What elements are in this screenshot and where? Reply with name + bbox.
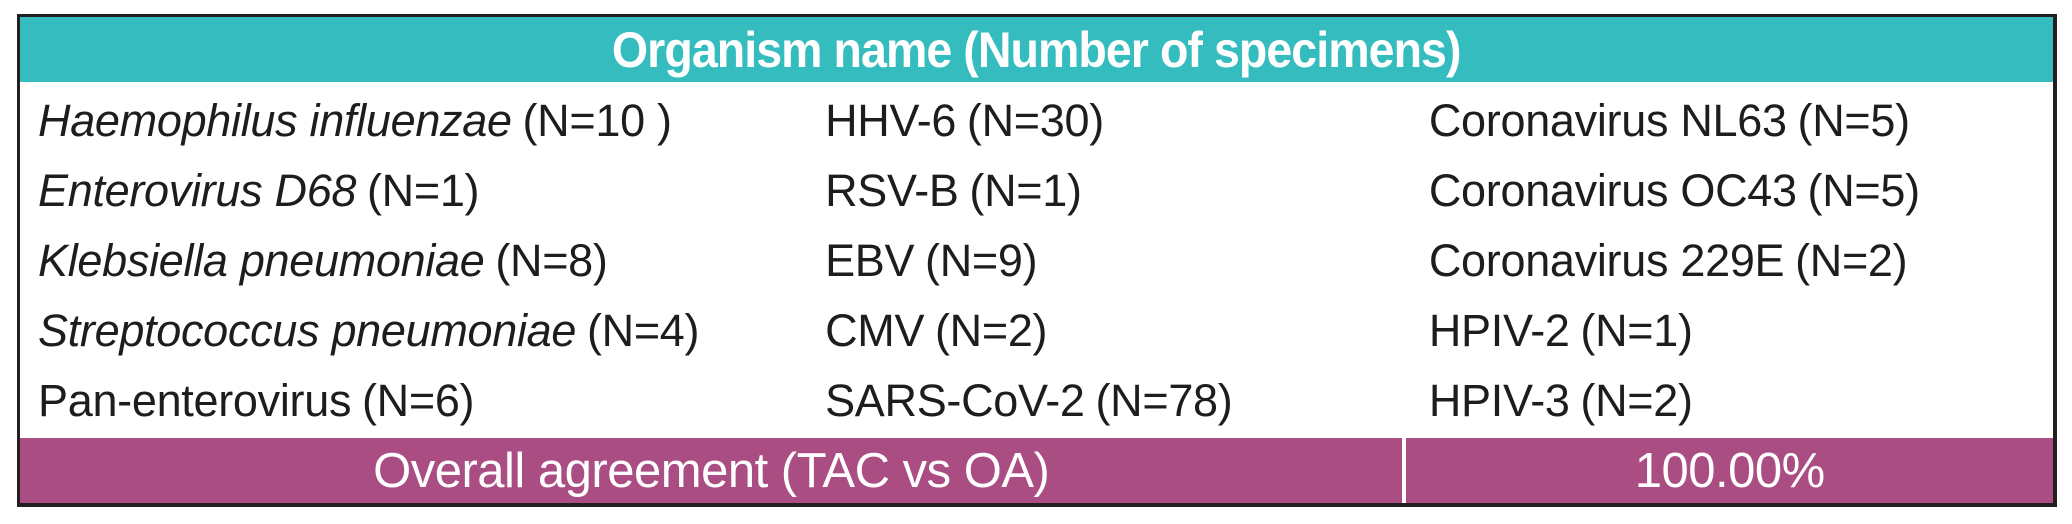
organism-cell: EBV (N=9) xyxy=(825,226,1429,296)
organism-cell: Coronavirus NL63 (N=5) xyxy=(1429,86,2053,156)
specimen-count: (N=8) xyxy=(495,235,608,286)
specimen-count: (N=2) xyxy=(934,305,1048,356)
organism-name: Coronavirus OC43 xyxy=(1428,165,1797,216)
organism-name: EBV xyxy=(825,235,915,286)
organism-name: Klebsiella pneumoniae xyxy=(38,235,485,286)
organism-name: HPIV-3 xyxy=(1428,375,1570,426)
organism-column-2: HHV-6 (N=30) RSV-B (N=1) EBV (N=9) CMV (… xyxy=(825,86,1429,436)
specimen-count: (N=2) xyxy=(1580,375,1693,426)
specimen-count: (N=6) xyxy=(361,375,475,426)
specimen-count: (N=4) xyxy=(586,305,700,356)
organism-cell: RSV-B (N=1) xyxy=(825,156,1429,226)
organism-cell: CMV (N=2) xyxy=(825,296,1429,366)
organism-name: RSV-B xyxy=(825,165,959,216)
organism-name: Enterovirus D68 xyxy=(38,165,357,216)
table-footer-row: Overall agreement (TAC vs OA) 100.00% xyxy=(20,438,2053,503)
specimen-count: (N=30) xyxy=(966,95,1104,146)
organism-specimen-table: Organism name (Number of specimens) Haem… xyxy=(17,14,2057,507)
specimen-count: (N=10 ) xyxy=(522,95,673,146)
table-body: Haemophilus influenzae (N=10 ) Enterovir… xyxy=(20,82,2053,438)
organism-name: Streptococcus pneumoniae xyxy=(38,305,577,356)
organism-cell: Coronavirus OC43 (N=5) xyxy=(1429,156,2053,226)
organism-name: CMV xyxy=(825,305,925,356)
organism-cell: SARS-CoV-2 (N=78) xyxy=(825,366,1429,436)
table-header-row: Organism name (Number of specimens) xyxy=(20,17,2053,82)
table-title: Organism name (Number of specimens) xyxy=(612,21,1462,78)
specimen-count: (N=5) xyxy=(1807,165,1921,216)
organism-column-1: Haemophilus influenzae (N=10 ) Enterovir… xyxy=(20,86,825,436)
specimen-count: (N=1) xyxy=(1580,305,1693,356)
organism-name: Haemophilus influenzae xyxy=(38,95,512,146)
organism-name: Coronavirus NL63 xyxy=(1428,95,1787,146)
organism-cell: Coronavirus 229E (N=2) xyxy=(1429,226,2053,296)
overall-agreement-label: Overall agreement (TAC vs OA) xyxy=(373,443,1050,498)
overall-agreement-value: 100.00% xyxy=(1634,443,1825,498)
organism-column-3: Coronavirus NL63 (N=5) Coronavirus OC43 … xyxy=(1429,86,2053,436)
organism-cell: Haemophilus influenzae (N=10 ) xyxy=(20,86,825,156)
organism-name: HHV-6 xyxy=(825,95,957,146)
organism-cell: HHV-6 (N=30) xyxy=(825,86,1429,156)
organism-cell: Klebsiella pneumoniae (N=8) xyxy=(20,226,825,296)
organism-cell: Pan-enterovirus (N=6) xyxy=(20,366,825,436)
specimen-count: (N=9) xyxy=(925,235,1038,286)
organism-name: Coronavirus 229E xyxy=(1428,235,1785,286)
specimen-count: (N=5) xyxy=(1797,95,1911,146)
specimen-count: (N=78) xyxy=(1095,375,1233,426)
specimen-count: (N=1) xyxy=(969,165,1082,216)
organism-cell: HPIV-2 (N=1) xyxy=(1429,296,2053,366)
footer-column-divider xyxy=(1402,438,1407,503)
organism-cell: HPIV-3 (N=2) xyxy=(1429,366,2053,436)
organism-cell: Streptococcus pneumoniae (N=4) xyxy=(20,296,825,366)
specimen-count: (N=1) xyxy=(366,165,480,216)
organism-name: SARS-CoV-2 xyxy=(825,375,1085,426)
organism-cell: Enterovirus D68 (N=1) xyxy=(20,156,825,226)
organism-name: HPIV-2 xyxy=(1428,305,1570,356)
specimen-count: (N=2) xyxy=(1795,235,1908,286)
organism-name: Pan-enterovirus xyxy=(38,375,352,426)
